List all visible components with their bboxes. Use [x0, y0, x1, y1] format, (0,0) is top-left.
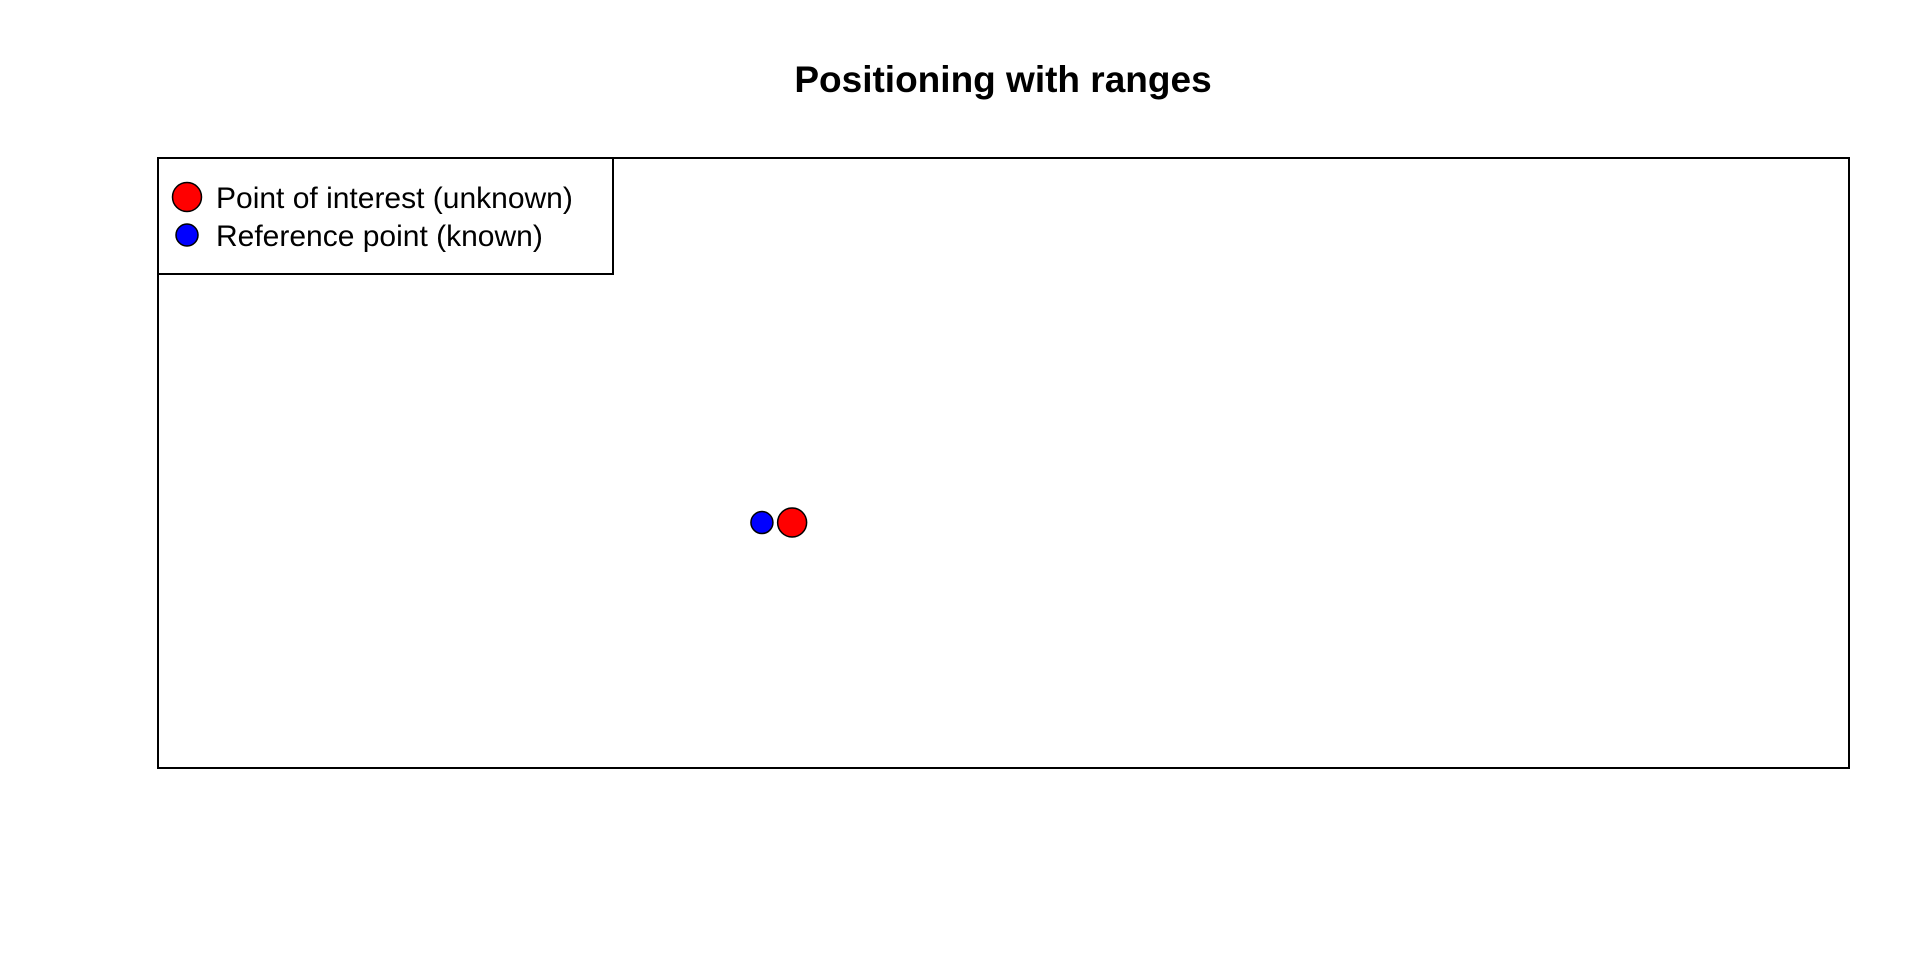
chart-title: Positioning with ranges — [794, 59, 1211, 100]
legend: Point of interest (unknown) Reference po… — [157, 157, 614, 275]
legend-marker-reference-point — [175, 223, 199, 247]
plot-frame — [157, 157, 1850, 769]
legend-box — [157, 157, 614, 275]
legend-marker-point-of-interest — [171, 181, 203, 213]
legend-label-point-of-interest: Point of interest (unknown) — [216, 182, 573, 215]
reference-point-marker-0 — [750, 510, 774, 535]
point-of-interest-marker-0 — [776, 507, 808, 538]
data-points — [750, 507, 808, 538]
legend-label-reference-point: Reference point (known) — [216, 220, 543, 253]
